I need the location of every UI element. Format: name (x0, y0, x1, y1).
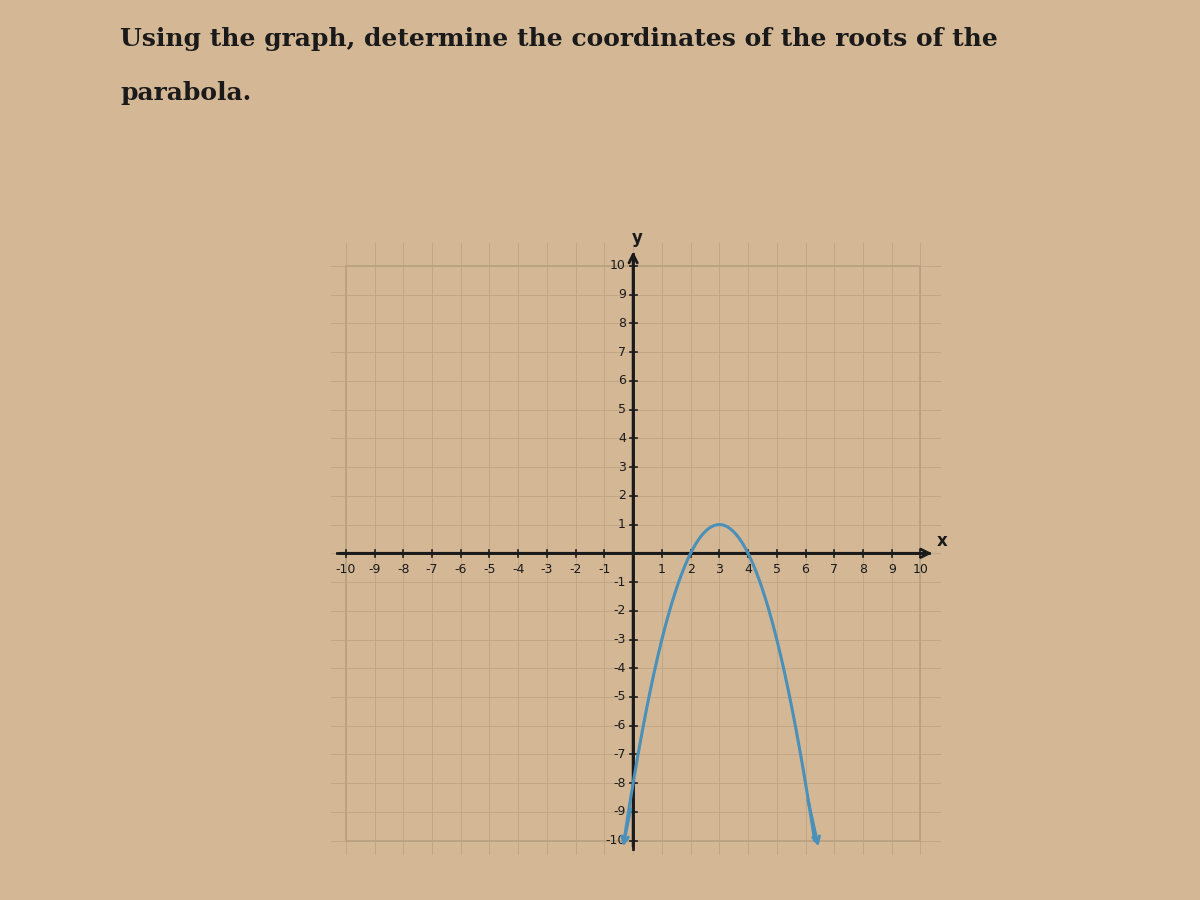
Text: -8: -8 (613, 777, 626, 789)
Text: 5: 5 (618, 403, 626, 416)
Text: -2: -2 (613, 604, 626, 617)
Text: 1: 1 (658, 563, 666, 576)
Text: 9: 9 (618, 288, 626, 302)
Text: -7: -7 (613, 748, 626, 760)
Text: -1: -1 (613, 575, 626, 589)
Text: 3: 3 (618, 461, 626, 473)
Text: 9: 9 (888, 563, 895, 576)
Text: x: x (936, 533, 947, 551)
Text: parabola.: parabola. (120, 81, 251, 105)
Text: -7: -7 (426, 563, 438, 576)
Text: -6: -6 (455, 563, 467, 576)
Text: 6: 6 (618, 374, 626, 387)
Text: -6: -6 (613, 719, 626, 733)
Text: -3: -3 (613, 633, 626, 646)
Text: 3: 3 (715, 563, 724, 576)
Text: 8: 8 (618, 317, 626, 330)
Text: -5: -5 (484, 563, 496, 576)
Text: -5: -5 (613, 690, 626, 704)
Text: -4: -4 (512, 563, 524, 576)
Text: 8: 8 (859, 563, 866, 576)
Text: -9: -9 (613, 806, 626, 818)
Text: -2: -2 (570, 563, 582, 576)
Text: 5: 5 (773, 563, 781, 576)
Text: 10: 10 (610, 259, 626, 273)
Text: -8: -8 (397, 563, 409, 576)
Text: y: y (632, 230, 643, 248)
Text: -10: -10 (336, 563, 356, 576)
Text: 7: 7 (830, 563, 839, 576)
Text: -9: -9 (368, 563, 380, 576)
Text: 2: 2 (618, 490, 626, 502)
Text: 4: 4 (618, 432, 626, 445)
Text: -4: -4 (613, 662, 626, 675)
Text: 2: 2 (686, 563, 695, 576)
Text: 10: 10 (912, 563, 929, 576)
Text: 1: 1 (618, 518, 626, 531)
Text: -1: -1 (599, 563, 611, 576)
Text: -3: -3 (541, 563, 553, 576)
Text: -10: -10 (606, 834, 626, 847)
Text: 7: 7 (618, 346, 626, 359)
Text: 4: 4 (744, 563, 752, 576)
Text: Using the graph, determine the coordinates of the roots of the: Using the graph, determine the coordinat… (120, 27, 998, 51)
Text: 6: 6 (802, 563, 810, 576)
